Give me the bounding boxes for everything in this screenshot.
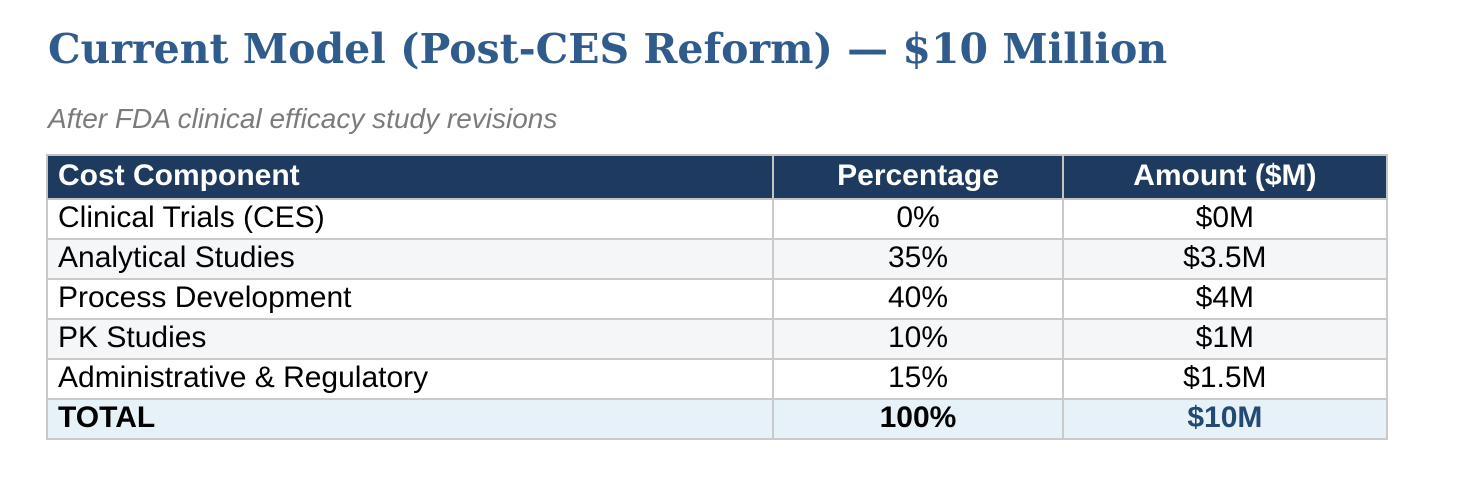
cell-percentage: 15% — [772, 358, 1064, 401]
table-row: Administrative & Regulatory 15% $1.5M — [45, 358, 1389, 401]
page-title: Current Model (Post-CES Reform) — $10 Mi… — [48, 25, 1168, 73]
cell-amount: $0M — [1061, 198, 1389, 241]
cell-cost-component: Analytical Studies — [45, 238, 775, 281]
cell-amount: $3.5M — [1061, 238, 1389, 281]
cell-amount: $1M — [1061, 318, 1389, 361]
table-row: PK Studies 10% $1M — [45, 318, 1389, 361]
column-header-cost-component: Cost Component — [45, 154, 775, 201]
cell-percentage: 40% — [772, 278, 1064, 321]
cell-total-percentage: 100% — [772, 398, 1064, 441]
cell-total-amount: $10M — [1061, 398, 1389, 441]
cell-total-label: TOTAL — [45, 398, 775, 441]
table-row: Process Development 40% $4M — [45, 278, 1389, 321]
page-subtitle: After FDA clinical efficacy study revisi… — [48, 103, 558, 135]
cell-cost-component: Clinical Trials (CES) — [45, 198, 775, 241]
column-header-amount: Amount ($M) — [1061, 154, 1389, 201]
cell-percentage: 10% — [772, 318, 1064, 361]
table-header-row: Cost Component Percentage Amount ($M) — [45, 154, 1389, 201]
table-total-row: TOTAL 100% $10M — [45, 398, 1389, 441]
cost-breakdown-table: Cost Component Percentage Amount ($M) Cl… — [45, 154, 1389, 441]
cell-percentage: 35% — [772, 238, 1064, 281]
cell-percentage: 0% — [772, 198, 1064, 241]
cell-amount: $1.5M — [1061, 358, 1389, 401]
cell-cost-component: Administrative & Regulatory — [45, 358, 775, 401]
table-row: Clinical Trials (CES) 0% $0M — [45, 198, 1389, 241]
column-header-percentage: Percentage — [772, 154, 1064, 201]
cell-cost-component: Process Development — [45, 278, 775, 321]
cell-amount: $4M — [1061, 278, 1389, 321]
cell-cost-component: PK Studies — [45, 318, 775, 361]
table-row: Analytical Studies 35% $3.5M — [45, 238, 1389, 281]
